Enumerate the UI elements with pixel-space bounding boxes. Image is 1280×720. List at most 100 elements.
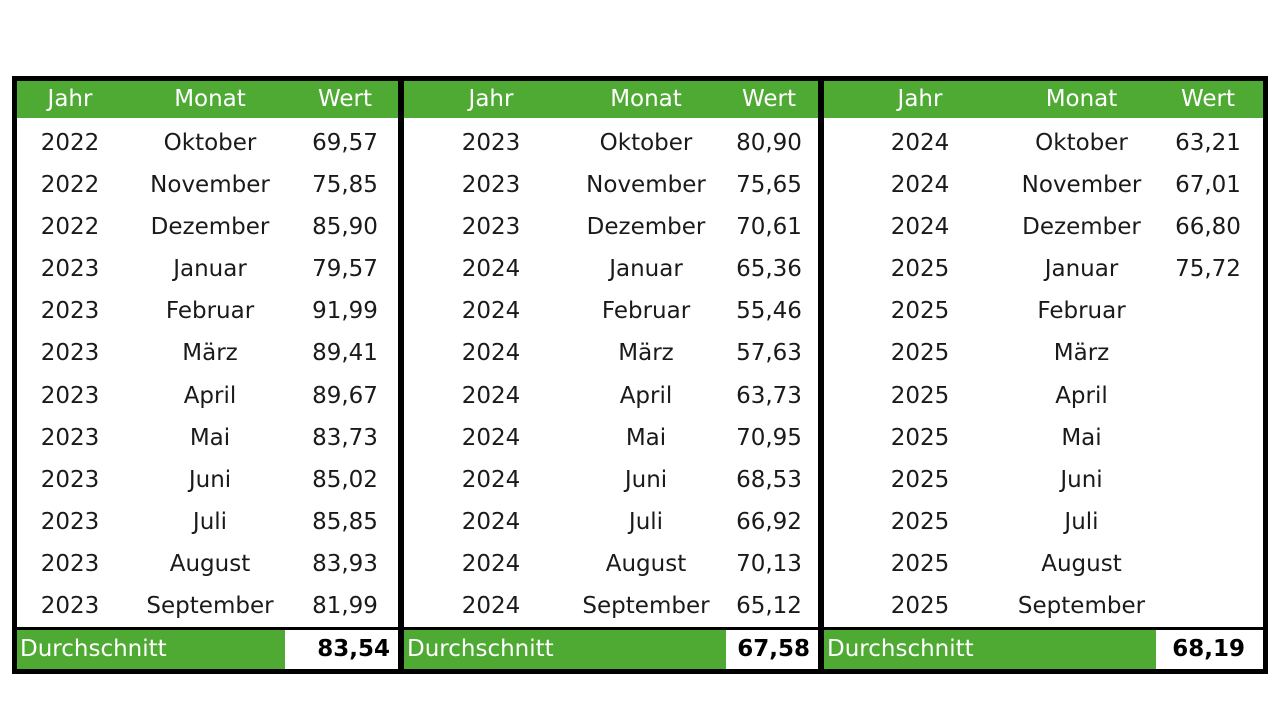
month-cell: Dezember — [150, 214, 270, 241]
year-cell: 2025 — [890, 340, 950, 367]
table-row: 2022 Oktober 69,57 — [17, 122, 398, 164]
value-cell: 89,41 — [312, 340, 378, 367]
year-cell: 2024 — [461, 550, 521, 577]
value-cell: 57,63 — [736, 340, 802, 367]
average-row: Durchschnitt 68,19 — [824, 627, 1263, 669]
table-row: 2025 März — [824, 332, 1263, 374]
average-row: Durchschnitt 83,54 — [17, 627, 398, 669]
month-cell: April — [619, 382, 673, 409]
value-cell: 83,73 — [312, 424, 378, 451]
month-cell: September — [1017, 593, 1146, 620]
year-cell: 2024 — [461, 593, 521, 620]
month-cell: Februar — [1037, 298, 1126, 325]
month-cell: Juli — [192, 508, 228, 535]
table-row: 2024 September 65,12 — [404, 585, 818, 627]
month-cell: Dezember — [1022, 214, 1141, 241]
value-cell: 68,53 — [736, 466, 802, 493]
header-month: Monat — [174, 86, 246, 112]
table-row: 2024 April 63,73 — [404, 375, 818, 417]
month-cell: November — [586, 172, 706, 199]
average-value: 83,54 — [285, 630, 398, 669]
average-row: Durchschnitt 67,58 — [404, 627, 818, 669]
month-cell: August — [169, 550, 251, 577]
table-row: 2024 März 57,63 — [404, 332, 818, 374]
value-cell: 55,46 — [736, 298, 802, 325]
value-cell: 75,72 — [1175, 256, 1241, 283]
table-row: 2023 Mai 83,73 — [17, 417, 398, 459]
table-row: 2023 Dezember 70,61 — [404, 206, 818, 248]
table-row: 2025 Januar 75,72 — [824, 248, 1263, 290]
table-row: 2023 Juni 85,02 — [17, 459, 398, 501]
year-cell: 2023 — [40, 256, 100, 283]
value-cell: 85,90 — [312, 214, 378, 241]
table-row: 2023 Februar 91,99 — [17, 290, 398, 332]
year-cell: 2024 — [890, 172, 950, 199]
year-cell: 2022 — [40, 214, 100, 241]
value-cell: 81,99 — [312, 593, 378, 620]
year-cell: 2023 — [461, 130, 521, 156]
average-label: Durchschnitt — [407, 636, 554, 662]
year-cell: 2023 — [40, 298, 100, 325]
year-cell: 2025 — [890, 424, 950, 451]
year-cell: 2025 — [890, 508, 950, 535]
year-cell: 2022 — [40, 172, 100, 199]
month-cell: Januar — [609, 256, 683, 283]
value-cell: 85,02 — [312, 466, 378, 493]
header-value: Wert — [1180, 86, 1236, 112]
value-cell: 70,61 — [736, 214, 802, 241]
table-header: Jahr Monat Wert — [404, 81, 818, 118]
year-cell: 2024 — [890, 214, 950, 241]
year-cell: 2024 — [461, 340, 521, 367]
value-cell: 66,92 — [736, 508, 802, 535]
month-cell: Juli — [1064, 508, 1099, 535]
table-row: 2023 November 75,65 — [404, 164, 818, 206]
average-label: Durchschnitt — [20, 636, 167, 662]
value-cell: 70,95 — [736, 424, 802, 451]
table-row: 2025 Juli — [824, 501, 1263, 543]
table-header: Jahr Monat Wert — [17, 81, 398, 118]
year-cell: 2023 — [40, 382, 100, 409]
header-value: Wert — [741, 86, 797, 112]
value-cell: 67,01 — [1175, 172, 1241, 199]
year-cell: 2025 — [890, 298, 950, 325]
value-cell: 65,12 — [736, 593, 802, 620]
value-cell: 65,36 — [736, 256, 802, 283]
value-cell: 85,85 — [312, 508, 378, 535]
year-cell: 2025 — [890, 550, 950, 577]
table-row: 2025 August — [824, 543, 1263, 585]
table-row: 2024 Mai 70,95 — [404, 417, 818, 459]
month-cell: April — [183, 382, 237, 409]
value-cell: 70,13 — [736, 550, 802, 577]
year-cell: 2025 — [890, 466, 950, 493]
month-cell: Januar — [1044, 256, 1119, 283]
table-body: 2022 Oktober 69,57 2022 November 75,85 2022 Dez… — [17, 122, 398, 627]
table-row: 2023 Oktober 80,90 — [404, 122, 818, 164]
table-row: 2025 Februar — [824, 290, 1263, 332]
table-row: 2023 August 83,93 — [17, 543, 398, 585]
month-cell: November — [150, 172, 270, 199]
table-header: Jahr Monat Wert — [824, 81, 1263, 118]
month-cell: März — [182, 340, 238, 367]
year-cell: 2022 — [40, 130, 100, 156]
data-tables: Jahr Monat Wert 2022 Oktober 69,57 2022 Nove… — [12, 76, 1268, 674]
header-year: Jahr — [47, 86, 93, 112]
year-cell: 2024 — [461, 256, 521, 283]
value-cell: 66,80 — [1175, 214, 1241, 241]
year-cell: 2025 — [890, 593, 950, 620]
table-2022-2023: Jahr Monat Wert 2022 Oktober 69,57 2022 Nove… — [17, 81, 398, 669]
value-cell: 83,93 — [312, 550, 378, 577]
header-year: Jahr — [897, 86, 943, 112]
value-cell: 89,67 — [312, 382, 378, 409]
year-cell: 2023 — [461, 172, 521, 199]
month-cell: Juli — [628, 508, 664, 535]
month-cell: Juni — [1060, 466, 1103, 493]
month-cell: September — [582, 593, 710, 620]
table-row: 2025 September — [824, 585, 1263, 627]
table-row: 2023 September 81,99 — [17, 585, 398, 627]
table-row: 2023 April 89,67 — [17, 375, 398, 417]
value-cell: 69,57 — [312, 130, 378, 156]
month-cell: Juni — [188, 466, 232, 493]
year-cell: 2024 — [461, 466, 521, 493]
table-row: 2024 November 67,01 — [824, 164, 1263, 206]
month-cell: Juni — [624, 466, 668, 493]
